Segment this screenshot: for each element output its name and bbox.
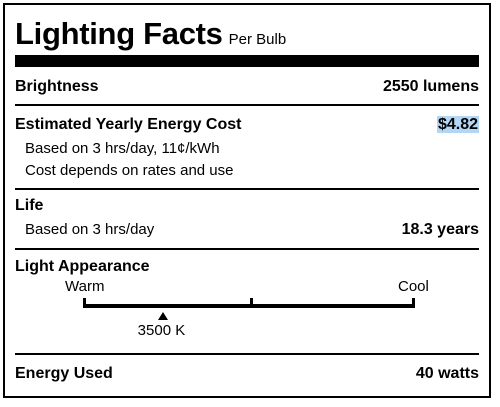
label-content: Lighting Facts Per Bulb Brightness 2550 l… — [15, 5, 479, 396]
brightness-value: 2550 lumens — [382, 78, 479, 95]
energy-cost-label: Estimated Yearly Energy Cost — [15, 116, 242, 133]
divider-energy-cost — [15, 188, 479, 190]
energy-used-label: Energy Used — [15, 365, 113, 382]
color-temperature-scale — [83, 304, 415, 308]
scale-tick-cool-end — [412, 298, 415, 308]
label-title: Lighting Facts — [15, 16, 223, 51]
life-value: 18.3 years — [401, 221, 479, 238]
scale-marker-triangle-icon — [157, 312, 168, 320]
scale-cool-label: Cool — [398, 278, 429, 295]
life-note: Based on 3 hrs/day — [25, 221, 155, 238]
scale-tick-warm-end — [83, 298, 86, 308]
title-row: Lighting Facts Per Bulb — [15, 16, 286, 52]
energy-cost-note-depends: Cost depends on rates and use — [25, 162, 234, 179]
divider-brightness — [15, 104, 479, 106]
brightness-label: Brightness — [15, 78, 99, 95]
energy-cost-value[interactable]: $4.82 — [436, 116, 479, 133]
light-appearance-value: 3500 K — [137, 322, 186, 339]
divider-light-appearance — [15, 353, 479, 355]
scale-tick-middle — [250, 298, 253, 308]
header-bar — [15, 55, 479, 67]
energy-used-value: 40 watts — [415, 365, 479, 382]
divider-life — [15, 248, 479, 250]
life-label: Life — [15, 197, 44, 214]
light-appearance-label: Light Appearance — [15, 258, 150, 275]
lighting-facts-label: Lighting Facts Per Bulb Brightness 2550 l… — [3, 3, 491, 398]
scale-warm-label: Warm — [65, 278, 105, 295]
label-subtitle: Per Bulb — [228, 31, 287, 48]
energy-cost-value-wrap[interactable]: $4.82 — [436, 116, 479, 134]
energy-cost-note-rate: Based on 3 hrs/day, 11¢/kWh — [25, 140, 220, 157]
